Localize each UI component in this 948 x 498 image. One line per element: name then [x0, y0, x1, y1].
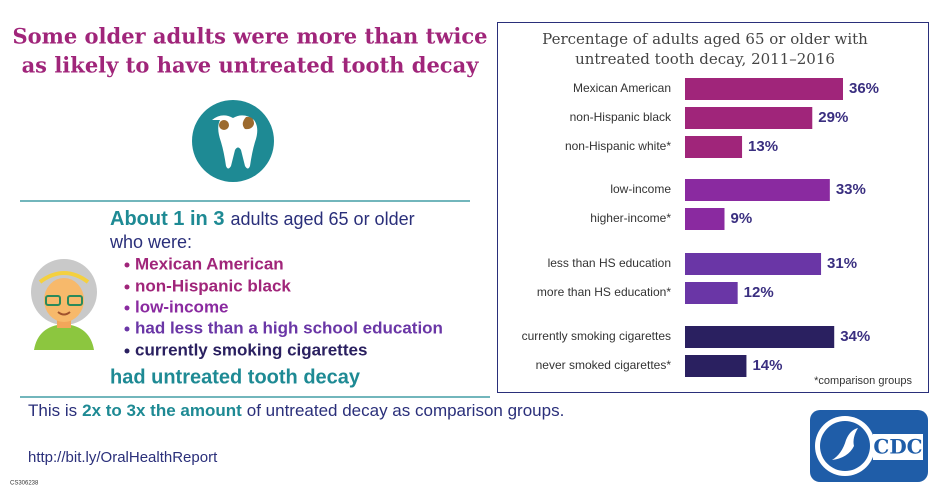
value-label: 36% [849, 80, 879, 97]
bullet-list: Mexican American non-Hispanic black low-in… [124, 254, 443, 359]
category-label: Mexican American [573, 81, 671, 95]
bar [685, 253, 822, 275]
tooth-icon [192, 100, 274, 182]
bullet-text: low-income [135, 297, 229, 316]
bar [685, 78, 843, 100]
category-label: non-Hispanic white* [565, 139, 671, 153]
chart-title: Percentage of adults aged 65 or older wi… [542, 30, 868, 48]
bar [685, 136, 743, 158]
comparison-before: This is [28, 401, 77, 420]
bullet-text: non-Hispanic black [135, 276, 291, 295]
bullet-text: had less than a high school education [135, 318, 443, 337]
headline: as likely to have untreated tooth decay [22, 53, 480, 78]
value-label: 12% [744, 284, 774, 301]
bar [685, 355, 747, 377]
comparison-emphasis: 2x to 3x the amount [82, 401, 242, 420]
bar [685, 179, 830, 201]
bar [685, 282, 738, 304]
person-icon [31, 259, 97, 350]
category-label: currently smoking cigarettes [522, 329, 671, 343]
value-label: 31% [827, 255, 857, 272]
bullet-text: currently smoking cigarettes [135, 340, 367, 359]
category-label: never smoked cigarettes* [536, 358, 672, 372]
bar [685, 208, 725, 230]
bullet-dot [124, 305, 130, 311]
chart-title: untreated tooth decay, 2011–2016 [575, 50, 835, 68]
summary-conclusion: had untreated tooth decay [110, 366, 361, 388]
chart-footnote: *comparison groups [814, 375, 912, 387]
category-label: non-Hispanic black [570, 110, 672, 124]
comparison-after: of untreated decay as comparison groups. [247, 401, 565, 420]
headline: Some older adults were more than twice [12, 24, 487, 49]
value-label: 29% [818, 109, 848, 126]
bullet-dot [124, 262, 130, 268]
value-label: 33% [836, 181, 866, 198]
cdc-logo: CDC [810, 410, 928, 482]
logo-text: CDC [873, 435, 922, 459]
category-label: less than HS education [548, 256, 671, 270]
bullet-dot [124, 348, 130, 354]
summary-line: About 1 in 3 adults aged 65 or older [110, 208, 415, 230]
summary-who: who were: [109, 232, 192, 252]
bar [685, 107, 813, 129]
bullet-dot [124, 284, 130, 290]
comparison-note: This is 2x to 3x the amount of untreated d… [28, 401, 564, 420]
value-label: 34% [840, 328, 870, 345]
summary-rest: adults aged 65 or older [230, 209, 414, 229]
bar [685, 326, 835, 348]
bar-chart: Mexican American 36% non-Hispanic black 29%… [522, 78, 879, 377]
category-label: more than HS education* [537, 285, 671, 299]
value-label: 13% [748, 138, 778, 155]
category-label: low-income [610, 182, 671, 196]
document-code: CS306238 [10, 481, 39, 487]
chart-frame [497, 22, 929, 393]
link[interactable]: http://bit.ly/OralHealthReport [28, 449, 218, 466]
bullet-dot [124, 326, 130, 332]
value-label: 9% [731, 210, 753, 227]
summary-lead: About 1 in 3 [110, 208, 224, 230]
category-label: higher-income* [590, 211, 671, 225]
bullet-text: Mexican American [135, 254, 284, 273]
value-label: 14% [752, 357, 782, 374]
